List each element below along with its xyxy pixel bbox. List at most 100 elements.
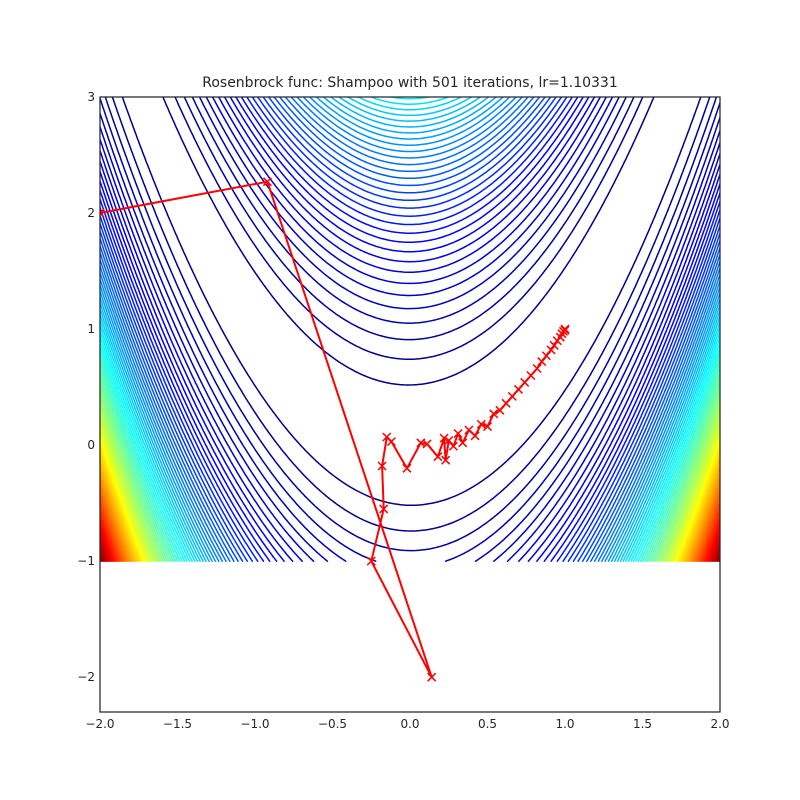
y-tick-label: −1 <box>77 554 95 568</box>
contour-line <box>100 453 720 562</box>
contour-line <box>100 424 720 562</box>
contour-line <box>100 441 720 562</box>
contour-line <box>100 553 720 562</box>
contour-line <box>100 97 720 562</box>
contour-line <box>100 523 720 562</box>
contour-line <box>100 516 720 562</box>
trajectory-point <box>541 351 551 361</box>
contour-line <box>100 97 720 562</box>
contour-line <box>100 97 720 562</box>
contour-line <box>100 97 720 562</box>
contour-line <box>100 513 720 562</box>
trajectory-point <box>386 437 396 447</box>
contour-line <box>100 437 720 562</box>
trajectory-point <box>433 452 443 462</box>
contour-line <box>100 330 720 562</box>
x-tick-label: −1.0 <box>240 717 269 731</box>
y-tick-label: 0 <box>87 438 95 452</box>
contour-line <box>100 97 720 562</box>
trajectory-point <box>458 438 468 448</box>
trajectory-point <box>532 363 542 374</box>
contour-line <box>100 537 720 562</box>
contour-line <box>100 433 720 562</box>
trajectory-point <box>441 455 451 465</box>
contour-line <box>100 370 720 562</box>
contour-line <box>100 487 720 562</box>
x-tick-label: 1.0 <box>555 717 574 731</box>
contour-line <box>100 385 720 562</box>
y-tick-label: −2 <box>77 670 95 684</box>
y-tick-label: 2 <box>87 206 95 220</box>
contour-line <box>100 97 720 562</box>
y-tick-label: 1 <box>87 322 95 336</box>
contour-line <box>100 97 720 562</box>
contour-line <box>100 461 720 562</box>
trajectory-point <box>366 556 376 566</box>
contour-line <box>100 97 720 562</box>
trajectory-point <box>427 672 437 682</box>
contour-line <box>100 480 720 562</box>
contour-line <box>100 97 720 562</box>
trajectory-point <box>377 461 387 471</box>
chart-title: Rosenbrock func: Shampoo with 501 iterat… <box>202 75 618 91</box>
contour-line <box>100 449 720 562</box>
contour-line <box>121 97 702 507</box>
contour-line <box>100 445 720 562</box>
trajectory-point <box>549 340 559 350</box>
contour-line <box>100 97 720 562</box>
contour-line <box>100 506 720 562</box>
contour-line <box>100 97 720 562</box>
contour-line <box>100 476 720 562</box>
contour-line <box>100 375 720 562</box>
contour-line <box>100 491 720 562</box>
contour-line <box>100 416 720 562</box>
trajectory-point <box>482 422 493 432</box>
contour-line <box>100 361 720 562</box>
trajectory-point <box>444 435 454 446</box>
contour-line <box>100 97 720 562</box>
contour-layer <box>100 97 720 562</box>
contour-line <box>100 97 720 562</box>
trajectory-point <box>422 439 432 449</box>
contour-line <box>100 394 720 562</box>
x-tick-label: 2.0 <box>710 717 729 731</box>
trajectory-point <box>100 208 105 218</box>
trajectory-point <box>448 441 458 451</box>
contour-line <box>100 97 720 562</box>
y-axis: −2 −1 0 1 2 3 <box>77 90 95 684</box>
contour-line <box>100 97 720 562</box>
trajectory-point <box>402 463 412 473</box>
contour-line <box>100 420 720 562</box>
trajectory-point <box>537 357 547 367</box>
contour-line <box>100 97 720 562</box>
contour-line <box>100 97 720 562</box>
trajectory-point <box>560 325 570 335</box>
trajectory-point <box>476 419 486 429</box>
contour-line <box>100 97 720 562</box>
contour-line <box>100 509 720 562</box>
contour-line <box>100 346 720 562</box>
contour-line <box>104 97 718 552</box>
contour-line <box>100 97 720 562</box>
contour-line <box>100 403 720 562</box>
contour-line <box>100 412 720 562</box>
contour-line <box>100 356 720 562</box>
contour-line <box>100 407 720 562</box>
x-tick-label: 0.0 <box>400 717 419 731</box>
contour-line <box>100 335 720 562</box>
contour-line <box>100 530 720 562</box>
contour-line <box>100 533 720 562</box>
contour-line <box>100 351 720 562</box>
contour-line <box>100 97 720 562</box>
x-tick-label: 0.5 <box>478 717 497 731</box>
trajectory-point <box>489 409 499 419</box>
x-tick-label: 1.5 <box>633 717 652 731</box>
trajectory-point <box>453 428 463 439</box>
contour-line <box>100 97 720 562</box>
contour-line <box>100 495 720 562</box>
contour-line <box>100 380 720 562</box>
contour-line <box>100 366 720 562</box>
contour-line <box>100 97 720 562</box>
trajectory-point <box>379 504 389 514</box>
contour-line <box>100 520 720 562</box>
